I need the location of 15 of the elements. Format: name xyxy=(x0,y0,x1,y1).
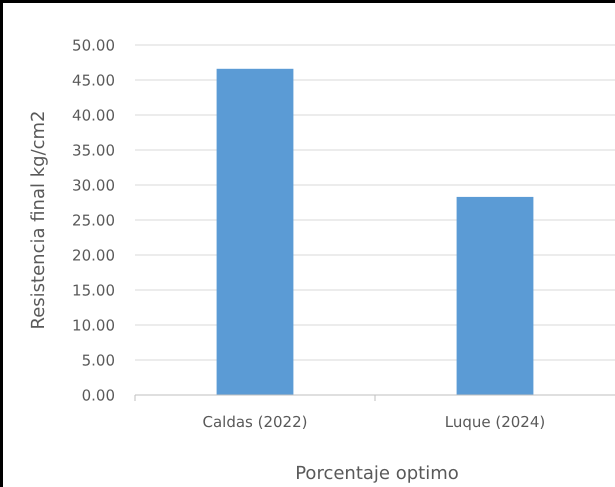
x-axis-title: Porcentaje optimo xyxy=(295,463,459,484)
y-tick-label: 5.00 xyxy=(82,351,115,370)
y-tick-label: 15.00 xyxy=(72,281,115,300)
y-tick-label: 30.00 xyxy=(72,176,115,194)
y-tick-label: 20.00 xyxy=(72,246,115,264)
y-tick-label: 45.00 xyxy=(72,71,115,90)
x-tick-label: Caldas (2022) xyxy=(202,413,308,431)
y-axis-title: Resistencia final kg/cm2 xyxy=(28,110,49,330)
y-tick-label: 0.00 xyxy=(82,386,115,404)
y-tick-label: 40.00 xyxy=(72,106,115,124)
y-tick-label: 10.00 xyxy=(72,316,115,334)
y-tick-label: 25.00 xyxy=(72,211,115,230)
y-tick-label: 35.00 xyxy=(72,141,115,160)
y-tick-label: 50.00 xyxy=(72,36,115,54)
x-tick-label: Luque (2024) xyxy=(444,413,546,431)
